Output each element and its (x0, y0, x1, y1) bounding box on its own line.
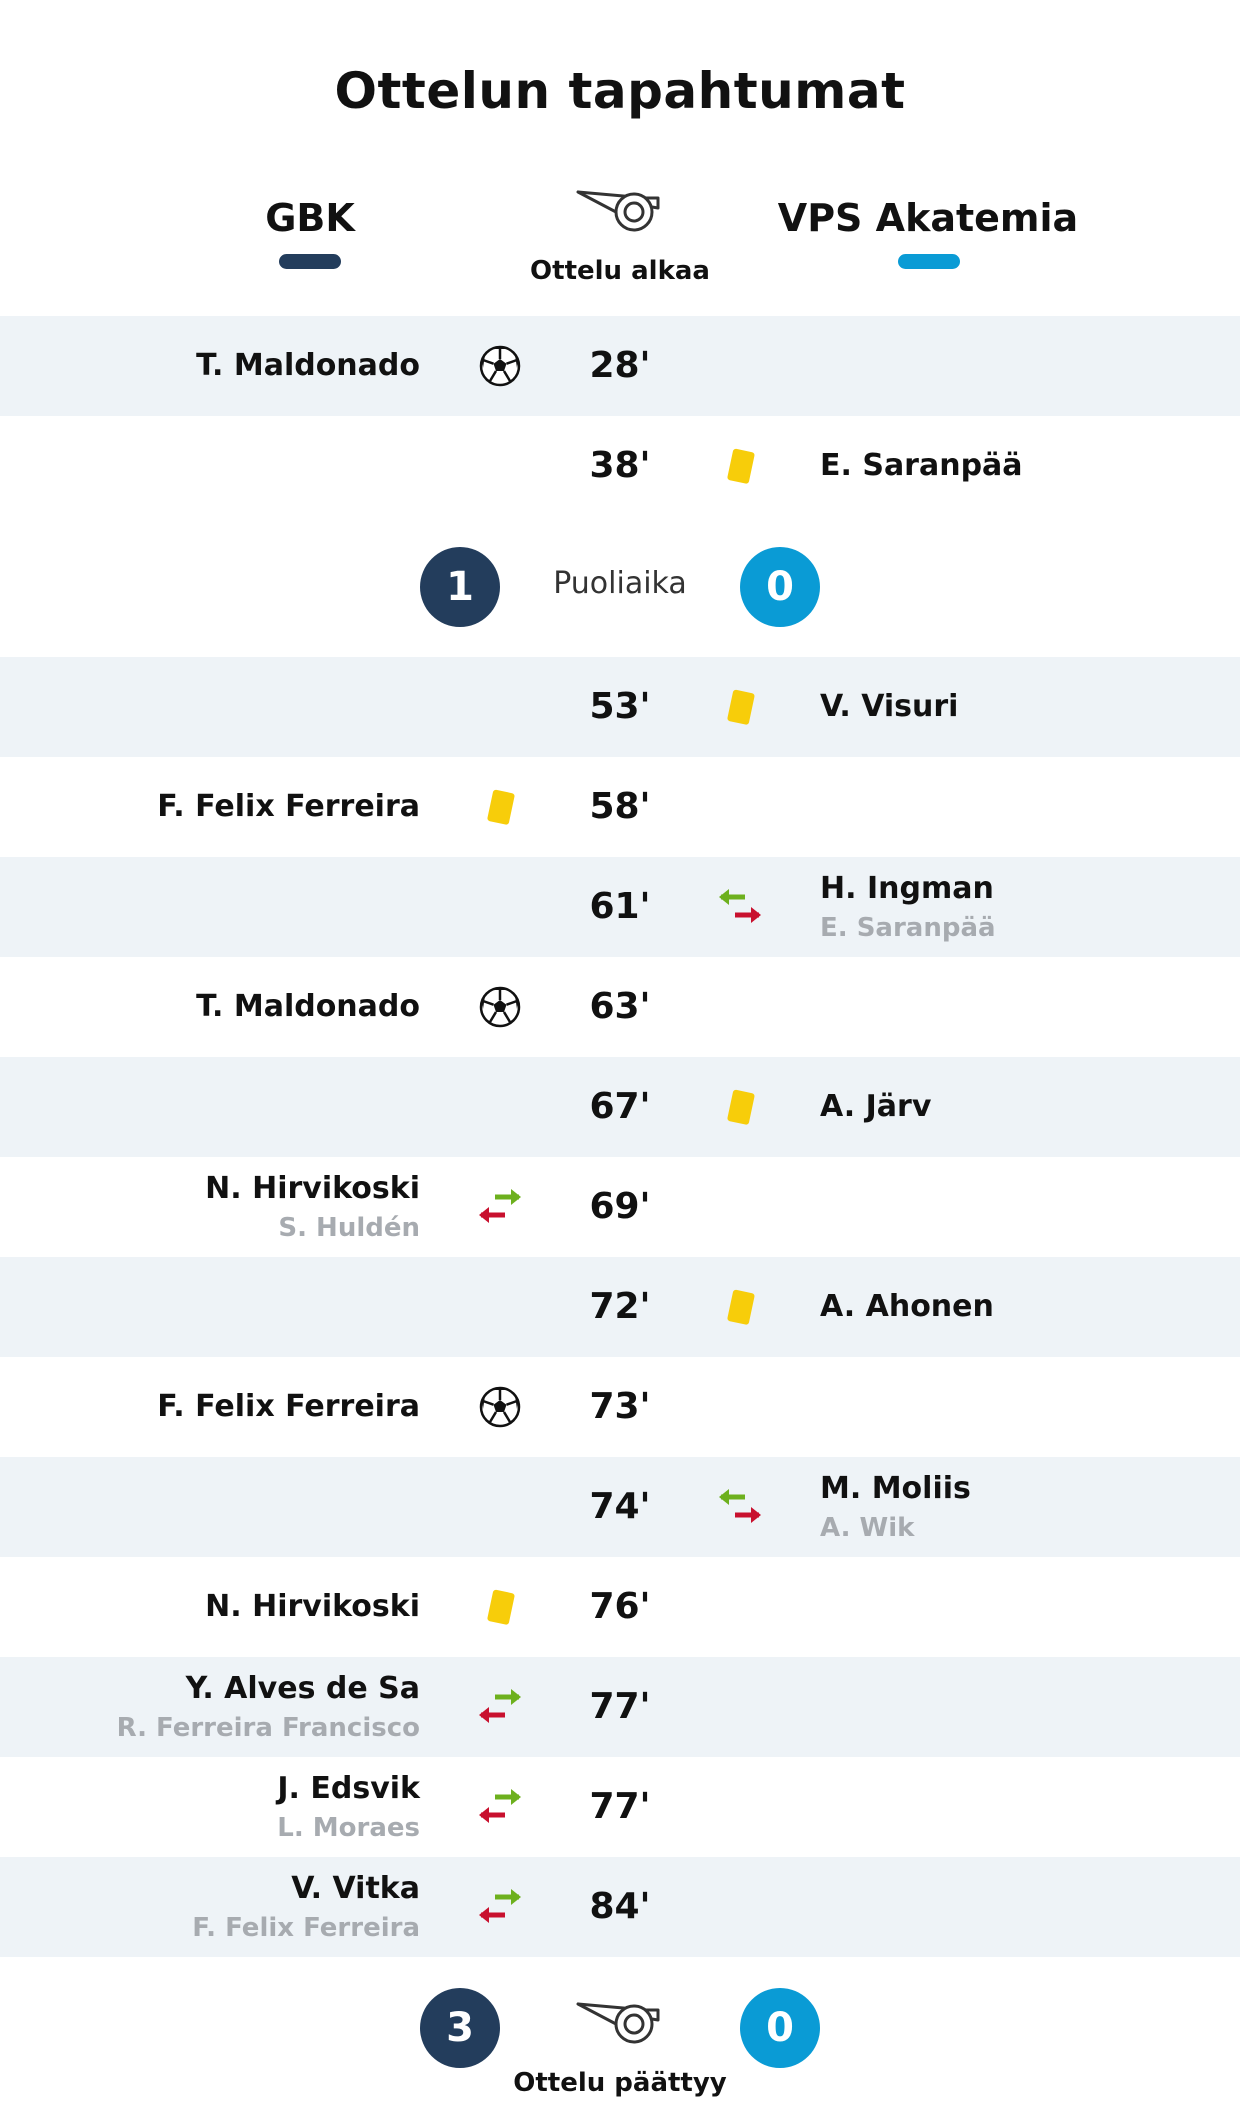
goal-icon (475, 341, 525, 391)
match-start-label: Ottelu alkaa (530, 256, 710, 286)
player-name: H. Ingman (820, 871, 994, 906)
player-name: Y. Alves de Sa (185, 1671, 420, 1706)
yellow-card-icon (475, 782, 525, 832)
yellow-card-icon (715, 1082, 765, 1132)
away-team-color-bar (898, 254, 960, 269)
fulltime-away-score: 0 (740, 1988, 820, 2068)
yellow-card-icon (715, 441, 765, 491)
whistle-icon (560, 1990, 680, 2050)
event-minute: 77' (589, 1686, 651, 1727)
player-name: F. Felix Ferreira (157, 1389, 420, 1424)
event-minute: 38' (589, 445, 651, 486)
event-minute: 69' (589, 1186, 651, 1227)
event-minute: 76' (589, 1586, 651, 1627)
player-name: N. Hirvikoski (205, 1171, 420, 1206)
event-minute: 28' (589, 345, 651, 386)
event-minute: 77' (589, 1786, 651, 1827)
event-row: 69' N. Hirvikoski S. Huldén (0, 1157, 1240, 1257)
event-minute: 58' (589, 786, 651, 827)
event-row: 28' T. Maldonado (0, 316, 1240, 416)
away-team-name: VPS Akatemia (777, 196, 1079, 240)
player-name: T. Maldonado (196, 348, 420, 383)
goal-icon (475, 982, 525, 1032)
substitution-icon (715, 882, 765, 932)
page-title: Ottelun tapahtumat (334, 62, 906, 120)
substitution-icon (475, 1882, 525, 1932)
event-minute: 67' (589, 1086, 651, 1127)
event-row: 77' Y. Alves de Sa R. Ferreira Francisco (0, 1657, 1240, 1757)
goal-icon (475, 1382, 525, 1432)
substitution-icon (475, 1182, 525, 1232)
event-row: 84' V. Vitka F. Felix Ferreira (0, 1857, 1240, 1957)
event-row: 58' F. Felix Ferreira (0, 757, 1240, 857)
event-row: 63' T. Maldonado (0, 957, 1240, 1057)
substituted-player-name: E. Saranpää (820, 913, 996, 943)
substituted-player-name: S. Huldén (278, 1213, 420, 1243)
event-minute: 63' (589, 986, 651, 1027)
substitution-icon (475, 1782, 525, 1832)
event-row: 53' V. Visuri (0, 657, 1240, 757)
event-row: 67' A. Järv (0, 1057, 1240, 1157)
event-row: 72' A. Ahonen (0, 1257, 1240, 1357)
player-name: T. Maldonado (196, 989, 420, 1024)
substituted-player-name: R. Ferreira Francisco (116, 1713, 420, 1743)
player-name: J. Edsvik (277, 1771, 420, 1806)
player-name: M. Moliis (820, 1471, 971, 1506)
event-minute: 84' (589, 1886, 651, 1927)
player-name: V. Visuri (820, 689, 959, 724)
yellow-card-icon (715, 1282, 765, 1332)
substitution-icon (475, 1682, 525, 1732)
event-minute: 72' (589, 1286, 651, 1327)
event-row: 61' H. Ingman E. Saranpää (0, 857, 1240, 957)
event-row: 76' N. Hirvikoski (0, 1557, 1240, 1657)
substituted-player-name: A. Wik (820, 1513, 915, 1543)
event-minute: 53' (589, 686, 651, 727)
yellow-card-icon (715, 682, 765, 732)
event-minute: 73' (589, 1386, 651, 1427)
player-name: F. Felix Ferreira (157, 789, 420, 824)
player-name: A. Ahonen (820, 1289, 994, 1324)
yellow-card-icon (475, 1582, 525, 1632)
player-name: V. Vitka (291, 1871, 420, 1906)
player-name: A. Järv (820, 1089, 932, 1124)
event-row: 38' E. Saranpää (0, 416, 1240, 516)
halftime-away-score: 0 (740, 547, 820, 627)
substituted-player-name: F. Felix Ferreira (192, 1913, 420, 1943)
event-row: 73' F. Felix Ferreira (0, 1357, 1240, 1457)
event-minute: 61' (589, 886, 651, 927)
event-row: 77' J. Edsvik L. Moraes (0, 1757, 1240, 1857)
player-name: N. Hirvikoski (205, 1589, 420, 1624)
home-team-color-bar (279, 254, 341, 269)
halftime-home-score: 1 (420, 547, 500, 627)
substitution-icon (715, 1482, 765, 1532)
event-minute: 74' (589, 1486, 651, 1527)
halftime-label: Puoliaika (553, 566, 687, 601)
match-end-label: Ottelu päättyy (513, 2068, 727, 2098)
whistle-icon (560, 178, 680, 238)
substituted-player-name: L. Moraes (277, 1813, 420, 1843)
event-row: 74' M. Moliis A. Wik (0, 1457, 1240, 1557)
player-name: E. Saranpää (820, 448, 1023, 483)
fulltime-home-score: 3 (420, 1988, 500, 2068)
home-team-name: GBK (265, 196, 355, 240)
